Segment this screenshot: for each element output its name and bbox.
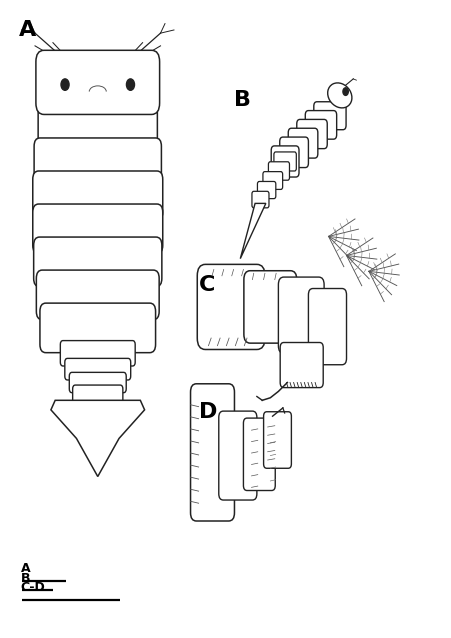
FancyBboxPatch shape — [219, 411, 257, 500]
FancyBboxPatch shape — [297, 119, 327, 149]
FancyBboxPatch shape — [73, 385, 123, 404]
FancyBboxPatch shape — [40, 303, 156, 353]
FancyBboxPatch shape — [278, 277, 324, 353]
FancyBboxPatch shape — [244, 418, 275, 491]
Text: B: B — [21, 572, 30, 584]
FancyBboxPatch shape — [274, 152, 296, 171]
Polygon shape — [240, 204, 266, 258]
FancyBboxPatch shape — [69, 373, 126, 392]
Text: C-D: C-D — [21, 581, 46, 594]
FancyBboxPatch shape — [263, 412, 291, 468]
FancyBboxPatch shape — [244, 271, 297, 343]
FancyBboxPatch shape — [308, 288, 346, 365]
Text: B: B — [235, 91, 252, 110]
FancyBboxPatch shape — [36, 50, 160, 114]
FancyBboxPatch shape — [305, 110, 336, 139]
Polygon shape — [51, 400, 145, 477]
FancyBboxPatch shape — [33, 204, 163, 253]
FancyBboxPatch shape — [258, 181, 276, 198]
FancyBboxPatch shape — [65, 359, 131, 380]
FancyBboxPatch shape — [271, 146, 299, 177]
FancyBboxPatch shape — [34, 138, 161, 188]
FancyBboxPatch shape — [252, 191, 269, 208]
FancyBboxPatch shape — [314, 101, 346, 130]
FancyBboxPatch shape — [38, 95, 157, 154]
FancyBboxPatch shape — [34, 237, 162, 286]
FancyBboxPatch shape — [37, 270, 159, 320]
Text: D: D — [198, 401, 217, 422]
Text: C: C — [198, 274, 215, 295]
FancyBboxPatch shape — [60, 341, 135, 366]
Ellipse shape — [328, 83, 352, 108]
Text: A: A — [19, 20, 37, 40]
FancyBboxPatch shape — [280, 137, 308, 168]
Circle shape — [126, 79, 134, 91]
FancyBboxPatch shape — [268, 162, 290, 180]
FancyBboxPatch shape — [263, 172, 283, 189]
FancyBboxPatch shape — [280, 343, 323, 388]
FancyBboxPatch shape — [33, 171, 163, 221]
FancyBboxPatch shape — [190, 384, 235, 521]
FancyBboxPatch shape — [197, 264, 265, 350]
Circle shape — [343, 88, 348, 96]
Text: A: A — [21, 562, 30, 575]
Circle shape — [61, 79, 69, 91]
FancyBboxPatch shape — [288, 128, 318, 158]
